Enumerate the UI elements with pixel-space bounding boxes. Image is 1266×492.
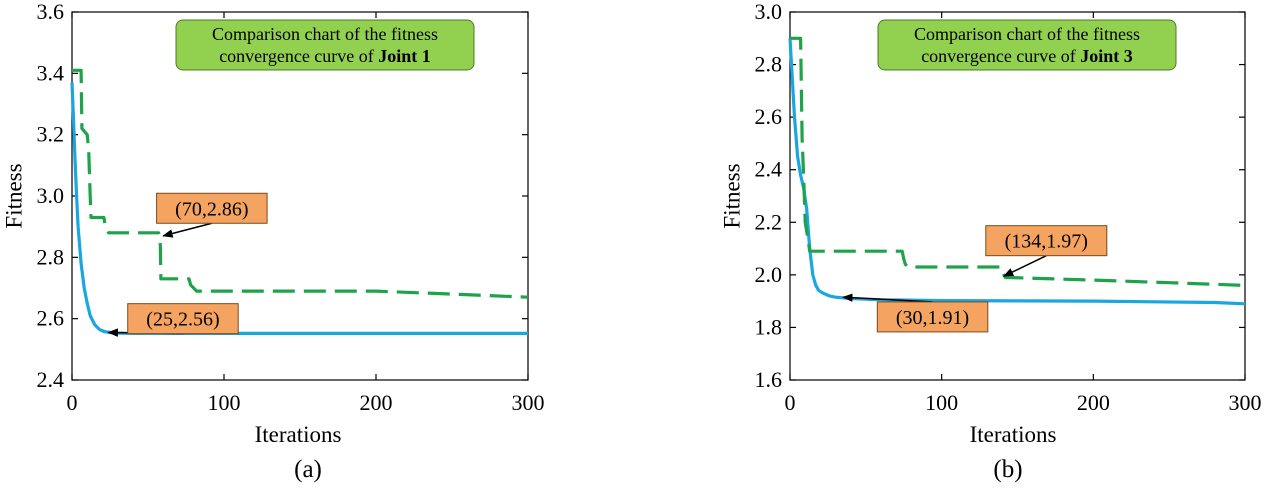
x-tick-label: 100 <box>208 390 241 415</box>
annotation-arrow <box>162 222 213 238</box>
x-tick-label: 0 <box>785 390 796 415</box>
title-box <box>877 19 1177 71</box>
panel-b: 1.6 1.8 2.0 2.2 2.4 2.6 2.8 3.0 0 100 200 300 Iterat… <box>720 0 1262 483</box>
x-tick-label: 300 <box>512 390 545 415</box>
x-tick-label: 300 <box>1229 390 1262 415</box>
y-tick-label: 2.0 <box>755 262 783 287</box>
chart-title-line2: convergence curve of Joint 3 <box>921 46 1133 66</box>
panel-label: (b) <box>993 456 1022 483</box>
annotation-box <box>127 303 239 335</box>
x-tick-label: 200 <box>1077 390 1110 415</box>
series-line-solid <box>788 38 1246 306</box>
annotation-arrow <box>842 293 933 303</box>
x-tick-label: 100 <box>925 390 958 415</box>
plot-frame <box>789 11 1246 381</box>
y-tick-label: 2.8 <box>755 52 783 77</box>
panel-a: 2.4 2.6 2.8 3.0 3.2 3.4 3.6 0 100 200 300 Iteration… <box>2 0 545 483</box>
y-tick-label: 3.0 <box>37 183 65 208</box>
annotation-label: (134,1.97) <box>1005 231 1088 253</box>
chart-title-line2: convergence curve of Joint 1 <box>219 46 431 66</box>
y-tick-label: 1.8 <box>755 314 783 339</box>
chart-title-line1: Comparison chart of the fitness <box>914 24 1140 44</box>
y-tick-label: 3.4 <box>37 60 65 85</box>
chart-title-text: convergence curve of <box>219 46 378 66</box>
chart-title-joint: Joint 1 <box>378 46 431 66</box>
title-box <box>175 19 475 71</box>
annotation-box <box>985 225 1108 257</box>
annotation-label: (70,2.86) <box>175 198 248 220</box>
annotation-box <box>156 192 268 224</box>
x-tick-label: 200 <box>360 390 393 415</box>
chart-title-text: convergence curve of <box>921 46 1080 66</box>
y-tick-label: 2.6 <box>37 306 65 331</box>
annotation-box <box>876 301 989 333</box>
annotation-arrow <box>1002 255 1047 277</box>
chart-title-line1: Comparison chart of the fitness <box>212 24 438 44</box>
y-tick-label: 2.4 <box>37 367 65 392</box>
y-axis-label: Fitness <box>2 163 27 228</box>
x-tick-label: 0 <box>67 390 78 415</box>
annotation-label: (30,1.91) <box>896 307 969 329</box>
series-line-dashed <box>72 68 529 299</box>
y-axis-label: Fitness <box>720 163 745 228</box>
y-tick-label: 2.4 <box>755 157 783 182</box>
y-tick-label: 3.6 <box>37 0 65 24</box>
y-tick-label: 3.2 <box>37 122 65 147</box>
x-axis-label: Iterations <box>970 422 1057 447</box>
series-line-dashed <box>790 36 1246 287</box>
chart-title-joint: Joint 3 <box>1080 46 1133 66</box>
y-tick-label: 2.6 <box>755 104 783 129</box>
x-axis-label: Iterations <box>255 422 342 447</box>
y-tick-label: 2.2 <box>755 209 783 234</box>
y-tick-label: 2.8 <box>37 244 65 269</box>
panel-label: (a) <box>294 456 322 483</box>
y-tick-label: 1.6 <box>755 367 783 392</box>
annotation-label: (25,2.56) <box>146 309 219 331</box>
y-tick-label: 3.0 <box>755 0 783 24</box>
